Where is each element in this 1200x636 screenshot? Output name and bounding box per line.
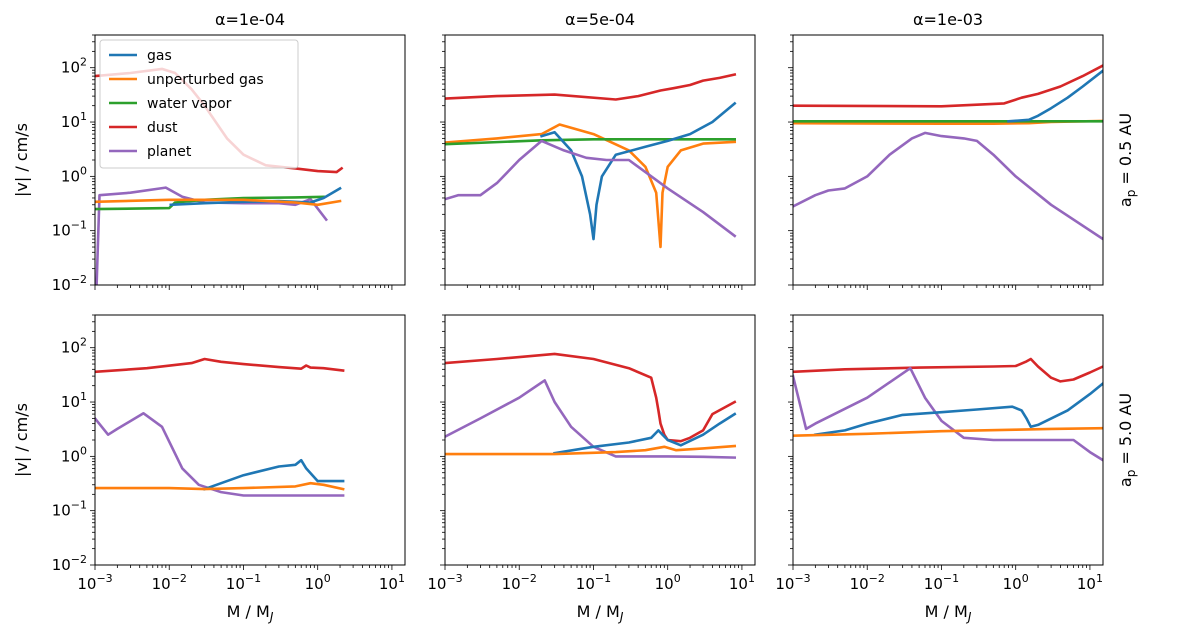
series-line-planet bbox=[793, 366, 1103, 462]
x-tick-label: 10−2 bbox=[502, 572, 537, 593]
y-tick-label: 102 bbox=[61, 56, 87, 77]
series-line-dust bbox=[445, 352, 737, 443]
x-tick-label: 10−3 bbox=[77, 572, 112, 593]
series-group bbox=[445, 72, 737, 249]
series-line-gas bbox=[202, 458, 345, 491]
panel-r1-c2: 10−3 10−2 10−1 100 101 M / MJ ap = 5.0 AU bbox=[775, 314, 1138, 624]
x-axis-label: M / MJ bbox=[227, 602, 274, 624]
panel-frame bbox=[94, 314, 406, 566]
series-line-unperturbed-gas bbox=[793, 426, 1103, 438]
series-line-gas bbox=[553, 412, 737, 455]
y-tick-label: 10−2 bbox=[52, 553, 87, 574]
legend-label: water vapor bbox=[147, 96, 232, 112]
series-line-dust bbox=[445, 72, 737, 101]
legend-label: planet bbox=[147, 144, 192, 160]
y-tick-label: 100 bbox=[61, 164, 87, 185]
panel-r0-c1: α=5e-04 bbox=[440, 10, 756, 290]
x-tick-label: 100 bbox=[1003, 572, 1029, 593]
series-line-dust bbox=[793, 64, 1103, 108]
x-tick-label: 101 bbox=[1077, 572, 1103, 593]
x-tick-label: 101 bbox=[729, 572, 755, 593]
series-line-unperturbed-gas bbox=[445, 123, 737, 249]
series-line-water-vapor bbox=[445, 138, 736, 146]
panel-r0-c2: α=1e-03 ap = 0.5 AU bbox=[788, 10, 1138, 290]
row-label: ap = 0.5 AU bbox=[1116, 113, 1138, 207]
panel-frame bbox=[444, 314, 756, 566]
y-tick-label: 10−1 bbox=[52, 499, 87, 520]
column-title: α=5e-04 bbox=[565, 10, 635, 29]
series-line-gas bbox=[1007, 69, 1103, 123]
row-label: ap = 5.0 AU bbox=[1116, 393, 1138, 487]
panel-frame bbox=[792, 34, 1104, 286]
series-group bbox=[445, 352, 737, 459]
x-axis-label: M / MJ bbox=[577, 602, 624, 624]
legend-label: gas bbox=[147, 48, 172, 64]
legend: gas unperturbed gas water vapor dust planet bbox=[99, 39, 299, 169]
series-line-gas bbox=[813, 381, 1103, 437]
legend-box bbox=[99, 39, 299, 169]
series-line-unperturbed-gas bbox=[445, 444, 737, 456]
x-tick-label: 100 bbox=[305, 572, 331, 593]
series-group bbox=[793, 64, 1103, 241]
column-title: α=1e-03 bbox=[913, 10, 983, 29]
series-line-dust bbox=[793, 357, 1103, 383]
x-tick-label: 100 bbox=[655, 572, 681, 593]
x-tick-label: 101 bbox=[379, 572, 405, 593]
x-tick-label: 10−2 bbox=[850, 572, 885, 593]
panel-r0-c0: 10−2 10−1 100 101 102 |v| / cm/s α=1e-04 gas unp… bbox=[12, 10, 406, 294]
legend-label: dust bbox=[147, 120, 178, 136]
x-tick-label: 10−1 bbox=[924, 572, 959, 593]
series-line-unperturbed-gas bbox=[95, 198, 342, 207]
series-group bbox=[95, 357, 345, 497]
series-line-planet bbox=[445, 379, 737, 459]
x-tick-label: 10−3 bbox=[427, 572, 462, 593]
y-tick-label: 10−1 bbox=[52, 219, 87, 240]
series-line-unperturbed-gas bbox=[95, 481, 345, 491]
series-line-planet bbox=[95, 412, 345, 497]
y-tick-label: 102 bbox=[61, 336, 87, 357]
series-group bbox=[793, 357, 1103, 462]
x-tick-label: 10−1 bbox=[226, 572, 261, 593]
series-line-dust bbox=[95, 357, 345, 374]
y-axis-label: |v| / cm/s bbox=[12, 123, 31, 197]
series-line-planet bbox=[793, 131, 1103, 241]
x-tick-label: 10−3 bbox=[775, 572, 810, 593]
y-tick-label: 100 bbox=[61, 444, 87, 465]
y-tick-label: 101 bbox=[61, 110, 87, 131]
x-axis-label: M / MJ bbox=[925, 602, 972, 624]
y-tick-label: 10−2 bbox=[52, 273, 87, 294]
series-line-planet bbox=[445, 139, 737, 238]
x-tick-label: 10−1 bbox=[576, 572, 611, 593]
y-axis-label: |v| / cm/s bbox=[12, 403, 31, 477]
column-title: α=1e-04 bbox=[215, 10, 285, 29]
panel-r1-c1: 10−3 10−2 10−1 100 101 M / MJ bbox=[427, 314, 756, 624]
legend-label: unperturbed gas bbox=[147, 72, 264, 88]
y-tick-label: 101 bbox=[61, 390, 87, 411]
x-tick-label: 10−2 bbox=[152, 572, 187, 593]
series-line-gas bbox=[539, 101, 737, 241]
